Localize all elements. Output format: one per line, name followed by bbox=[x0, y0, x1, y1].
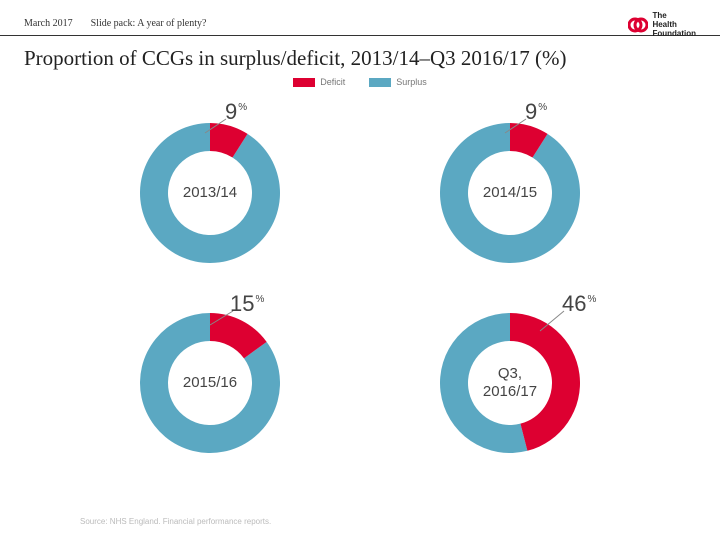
callout-label: 9% bbox=[225, 99, 247, 125]
callout-line bbox=[410, 93, 610, 273]
callout-value: 9 bbox=[525, 99, 537, 125]
callout-suffix: % bbox=[238, 102, 247, 113]
donut-chart: 2013/149% bbox=[110, 93, 310, 273]
legend: Deficit Surplus bbox=[0, 77, 720, 87]
callout-label: 15% bbox=[230, 291, 264, 317]
charts-grid: 2013/149% 2014/159% 2015/1615% Q3, 2016/… bbox=[0, 87, 720, 463]
swatch-deficit bbox=[293, 78, 315, 87]
legend-item-deficit: Deficit bbox=[293, 77, 345, 87]
legend-label-deficit: Deficit bbox=[320, 77, 345, 87]
callout-value: 9 bbox=[225, 99, 237, 125]
callout-line bbox=[110, 283, 310, 463]
donut-chart: 2015/1615% bbox=[110, 283, 310, 463]
callout-label: 46% bbox=[562, 291, 596, 317]
logo-icon bbox=[628, 15, 648, 35]
donut-chart: Q3, 2016/1746% bbox=[410, 283, 610, 463]
callout-suffix: % bbox=[587, 294, 596, 305]
logo: The Health Foundation bbox=[628, 12, 696, 38]
callout-value: 15 bbox=[230, 291, 254, 317]
logo-text: The Health Foundation bbox=[652, 12, 696, 38]
legend-item-surplus: Surplus bbox=[369, 77, 427, 87]
callout-value: 46 bbox=[562, 291, 586, 317]
callout-suffix: % bbox=[538, 102, 547, 113]
callout-suffix: % bbox=[255, 294, 264, 305]
header: March 2017 Slide pack: A year of plenty?… bbox=[0, 0, 720, 36]
page-title: Proportion of CCGs in surplus/deficit, 2… bbox=[0, 36, 720, 75]
donut-chart: 2014/159% bbox=[410, 93, 610, 273]
legend-label-surplus: Surplus bbox=[396, 77, 427, 87]
source-text: Source: NHS England. Financial performan… bbox=[80, 517, 271, 526]
callout-label: 9% bbox=[525, 99, 547, 125]
callout-line bbox=[110, 93, 310, 273]
header-subtitle: Slide pack: A year of plenty? bbox=[91, 18, 207, 29]
header-date: March 2017 bbox=[24, 18, 73, 29]
logo-text-line: Foundation bbox=[652, 30, 696, 39]
swatch-surplus bbox=[369, 78, 391, 87]
